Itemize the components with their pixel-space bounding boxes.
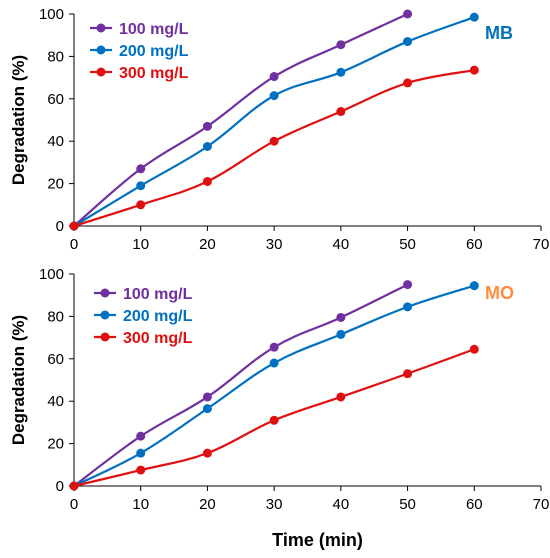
series-line [73,13,409,227]
legend-label: 200 mg/L [119,43,189,60]
y-tick-label: 20 [47,176,64,193]
y-tick-label: 40 [47,393,64,410]
data-point [469,65,479,75]
panel-tag: MO [485,283,514,303]
y-tick-label: 80 [47,308,64,325]
data-point [403,9,413,19]
data-point [469,12,479,22]
legend-label: 100 mg/L [119,21,189,38]
y-tick-label: 0 [56,478,64,495]
data-point [336,392,346,402]
legend-marker [96,45,106,55]
legend-marker [100,288,110,298]
y-tick-label: 100 [39,6,64,23]
data-point [403,78,413,88]
x-tick-label: 40 [333,496,350,513]
y-tick-label: 100 [39,266,64,283]
y-axis-label: Degradation (%) [9,55,28,185]
data-point [403,280,413,290]
data-point [403,369,413,379]
data-point [136,448,146,458]
x-tick-label: 50 [399,496,416,513]
legend-label: 100 mg/L [123,286,193,303]
data-point [269,342,279,352]
x-tick-label: 30 [266,236,283,253]
x-axis-label: Time (min) [272,530,363,550]
data-point [336,67,346,77]
x-tick-label: 20 [199,236,216,253]
y-tick-label: 80 [47,48,64,65]
data-point [202,142,212,151]
data-point [202,448,212,458]
data-point [269,358,279,368]
data-point [69,481,79,491]
y-tick-label: 20 [47,436,64,453]
legend-label: 300 mg/L [123,330,193,347]
data-point [202,404,212,414]
data-point [336,312,346,322]
x-tick-label: 50 [399,236,416,253]
x-tick-label: 10 [132,496,149,513]
data-point [469,281,479,291]
x-tick-label: 0 [70,496,78,513]
x-tick-label: 10 [132,236,149,253]
legend-marker [96,23,106,33]
series-300-mg-l [69,344,479,491]
y-tick-label: 40 [47,133,64,150]
legend-marker [100,310,110,320]
data-point [202,176,212,186]
data-point [136,164,146,174]
series-200-mg-l [69,281,479,491]
data-point [336,329,346,339]
legend-marker [100,332,110,342]
series-300-mg-l [69,65,479,231]
data-point [136,181,146,191]
data-point [403,302,413,312]
x-tick-label: 20 [199,496,216,513]
x-tick-label: 40 [333,236,350,253]
data-point [403,37,413,47]
x-tick-label: 60 [466,496,483,513]
y-axis-label: Degradation (%) [9,315,28,445]
data-point [136,431,146,441]
y-tick-label: 60 [47,91,64,108]
data-point [336,40,346,50]
data-point [269,91,279,101]
legend-label: 300 mg/L [119,65,189,82]
y-tick-label: 0 [56,218,64,235]
series-line [73,283,409,487]
data-point [269,415,279,425]
data-point [269,72,279,82]
x-tick-label: 30 [266,496,283,513]
data-point [202,392,212,402]
x-tick-label: 70 [533,496,550,513]
chart-panel-mb: 0 20 40 60 80 100 0 10 20 30 40 50 60 70 Degradation (… [9,6,549,253]
data-point [269,136,279,146]
data-point [136,200,146,210]
x-tick-label: 0 [70,236,78,253]
chart-panel-mo: 0 20 40 60 80 100 0 10 20 30 40 50 60 70 Degradation (… [9,266,549,550]
x-tick-label: 60 [466,236,483,253]
data-point [469,344,479,354]
legend-label: 200 mg/L [123,308,193,325]
data-point [336,107,346,117]
panel-tag: MB [485,23,513,43]
data-point [202,121,212,131]
legend-marker [96,67,106,77]
y-tick-label: 60 [47,351,64,368]
x-tick-label: 70 [533,236,550,253]
data-point [69,221,79,231]
data-point [136,465,146,475]
